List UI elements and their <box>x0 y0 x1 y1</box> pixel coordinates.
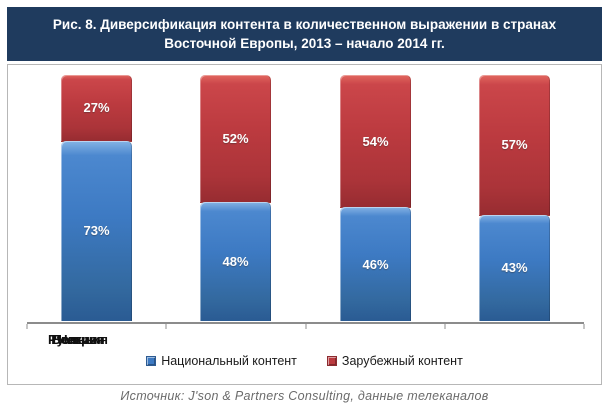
bar-group: 54% 46% <box>340 75 411 321</box>
legend-item-national: Национальный контент <box>146 354 297 368</box>
category-label: Чехия <box>58 332 98 347</box>
legend-marker-national <box>146 356 157 366</box>
figure-title-line1: Рис. 8. Диверсификация контента в количе… <box>52 17 557 32</box>
figure-title-bar: Рис. 8. Диверсификация контента в количе… <box>7 7 602 61</box>
bar-group: 57% 43% <box>479 75 550 321</box>
percent-label: 27% <box>83 100 110 116</box>
bar-segment-foreign: 27% <box>61 75 132 142</box>
bar-segment-foreign: 52% <box>200 75 271 204</box>
axis-tick <box>444 324 446 329</box>
percent-label: 43% <box>501 260 528 276</box>
percent-label: 52% <box>222 131 249 147</box>
bar-segment-national: 43% <box>479 214 550 321</box>
axis-tick <box>305 324 306 329</box>
source-note: Источник: J'son & Partners Consulting, д… <box>120 389 489 403</box>
axis-tick <box>26 324 28 329</box>
bar-segment-national: 73% <box>61 140 132 321</box>
axis-tick <box>583 324 585 329</box>
legend-label-foreign: Зарубежный контент <box>341 354 463 368</box>
percent-label: 54% <box>362 133 389 149</box>
category-label: Польша <box>52 332 104 347</box>
category-label: Венгрия <box>51 332 105 347</box>
bar-group: 52% 48% <box>200 75 271 321</box>
percent-label: 73% <box>83 223 110 239</box>
bar-segment-foreign: 54% <box>340 75 411 209</box>
legend-marker-foreign <box>326 356 337 366</box>
figure-title-line2: Восточной Европы, 2013 – начало 2014 гг. <box>164 36 445 51</box>
bar-group: 27% 73% <box>61 75 132 321</box>
chart-area: 27% 73% 52% 48% 54% 46% 57% 43% <box>7 64 602 385</box>
legend-label-national: Национальный контент <box>161 354 297 368</box>
bar-segment-national: 48% <box>200 202 271 321</box>
legend-item-foreign: Зарубежный контент <box>326 354 463 368</box>
legend: Национальный контент Зарубежный контент <box>8 354 601 368</box>
bar-segment-national: 46% <box>340 207 411 321</box>
axis-tick <box>165 324 167 329</box>
percent-label: 46% <box>362 256 389 272</box>
percent-label: 57% <box>501 137 528 153</box>
percent-label: 48% <box>222 254 249 270</box>
bar-segment-foreign: 57% <box>479 75 550 216</box>
plot-area: 27% 73% 52% 48% 54% 46% 57% 43% <box>8 65 601 384</box>
x-axis <box>26 322 585 329</box>
category-label: Румыния <box>48 332 108 347</box>
